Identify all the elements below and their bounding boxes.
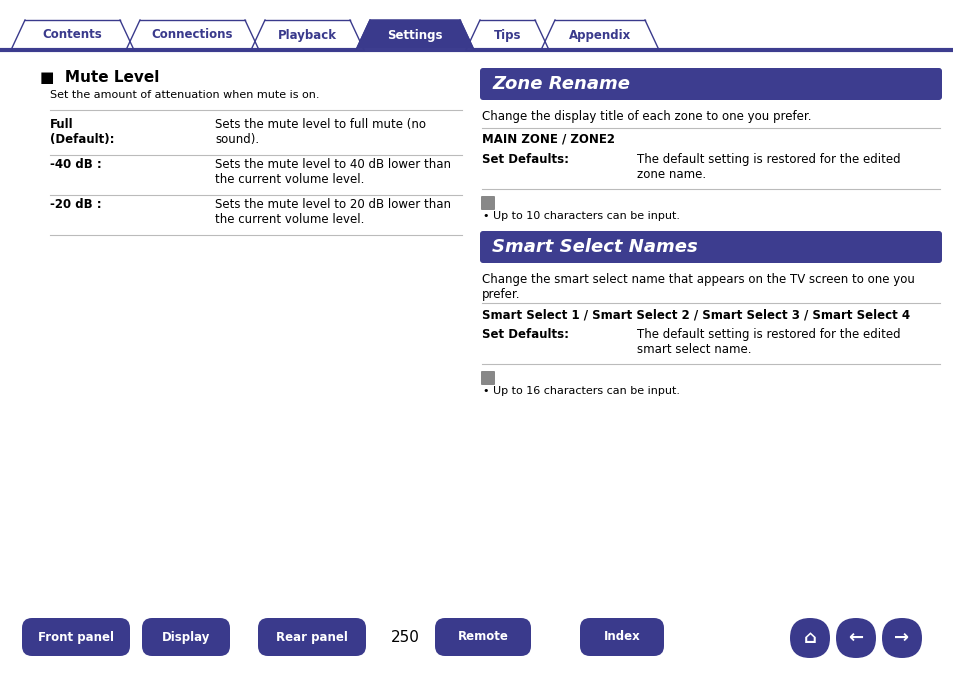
Text: Settings: Settings <box>387 28 442 42</box>
Text: Set the amount of attenuation when mute is on.: Set the amount of attenuation when mute … <box>50 90 319 100</box>
Text: Set Defaults:: Set Defaults: <box>481 328 568 341</box>
Text: Smart Select Names: Smart Select Names <box>492 238 697 256</box>
Text: Contents: Contents <box>43 28 102 42</box>
Text: Rear panel: Rear panel <box>275 631 348 643</box>
Text: Index: Index <box>603 631 639 643</box>
Text: Sets the mute level to 40 dB lower than
the current volume level.: Sets the mute level to 40 dB lower than … <box>214 158 451 186</box>
Text: • Up to 16 characters can be input.: • Up to 16 characters can be input. <box>482 386 679 396</box>
Polygon shape <box>11 20 133 50</box>
FancyBboxPatch shape <box>789 618 829 658</box>
FancyBboxPatch shape <box>480 196 495 210</box>
Text: Playback: Playback <box>277 28 336 42</box>
Text: Appendix: Appendix <box>568 28 631 42</box>
Text: Remote: Remote <box>457 631 508 643</box>
Text: -20 dB :: -20 dB : <box>50 198 102 211</box>
Text: Connections: Connections <box>152 28 233 42</box>
FancyBboxPatch shape <box>142 618 230 656</box>
Text: Change the smart select name that appears on the TV screen to one you prefer.: Change the smart select name that appear… <box>481 273 914 301</box>
Text: • Up to 10 characters can be input.: • Up to 10 characters can be input. <box>482 211 679 221</box>
Polygon shape <box>251 20 364 50</box>
Text: Front panel: Front panel <box>38 631 113 643</box>
Text: The default setting is restored for the edited
zone name.: The default setting is restored for the … <box>637 153 900 181</box>
Text: Change the display title of each zone to one you prefer.: Change the display title of each zone to… <box>481 110 811 123</box>
FancyBboxPatch shape <box>22 618 130 656</box>
Polygon shape <box>126 20 258 50</box>
Text: MAIN ZONE / ZONE2: MAIN ZONE / ZONE2 <box>481 133 615 146</box>
FancyBboxPatch shape <box>835 618 875 658</box>
Polygon shape <box>465 20 548 50</box>
Text: ←: ← <box>847 629 862 647</box>
FancyBboxPatch shape <box>479 68 941 100</box>
Polygon shape <box>355 20 474 50</box>
Text: -40 dB :: -40 dB : <box>50 158 102 171</box>
Polygon shape <box>540 20 659 50</box>
Text: The default setting is restored for the edited
smart select name.: The default setting is restored for the … <box>637 328 900 356</box>
FancyBboxPatch shape <box>882 618 921 658</box>
Text: Sets the mute level to 20 dB lower than
the current volume level.: Sets the mute level to 20 dB lower than … <box>214 198 451 226</box>
Text: ⌂: ⌂ <box>802 629 816 647</box>
Text: Full
(Default):: Full (Default): <box>50 118 114 146</box>
FancyBboxPatch shape <box>480 371 495 385</box>
FancyBboxPatch shape <box>579 618 663 656</box>
Text: Zone Rename: Zone Rename <box>492 75 629 93</box>
Text: Set Defaults:: Set Defaults: <box>481 153 568 166</box>
Text: Smart Select 1 / Smart Select 2 / Smart Select 3 / Smart Select 4: Smart Select 1 / Smart Select 2 / Smart … <box>481 308 909 321</box>
FancyBboxPatch shape <box>435 618 531 656</box>
FancyBboxPatch shape <box>257 618 366 656</box>
Text: Display: Display <box>162 631 210 643</box>
Text: →: → <box>894 629 908 647</box>
Text: Tips: Tips <box>494 28 520 42</box>
FancyBboxPatch shape <box>479 231 941 263</box>
Text: ■  Mute Level: ■ Mute Level <box>40 70 159 85</box>
Text: Sets the mute level to full mute (no
sound).: Sets the mute level to full mute (no sou… <box>214 118 426 146</box>
Text: 250: 250 <box>390 629 419 645</box>
